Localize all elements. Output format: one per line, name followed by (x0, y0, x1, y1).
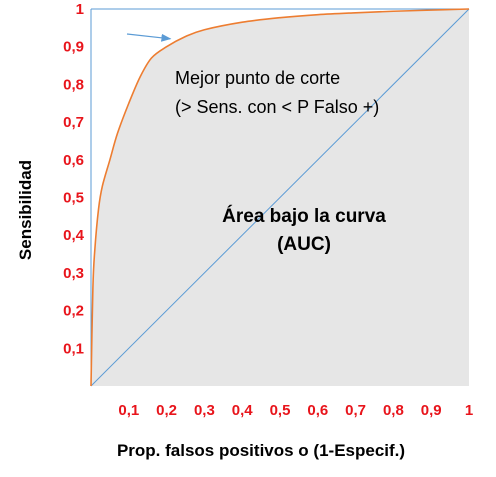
y-tick-label: 0,9 (63, 39, 84, 56)
y-axis-title: Sensibilidad (16, 160, 35, 260)
y-tick-labels: 0,1 0,2 0,3 0,4 0,5 0,6 0,7 0,8 0,9 1 (63, 1, 85, 357)
y-tick-label: 0,4 (63, 227, 85, 244)
x-tick-label: 1 (465, 402, 473, 419)
auc-label-line1: Área bajo la curva (222, 205, 386, 227)
y-tick-label: 0,8 (63, 76, 84, 93)
x-tick-label: 0,3 (194, 402, 215, 419)
x-tick-label: 0,7 (345, 402, 366, 419)
x-tick-label: 0,8 (383, 402, 404, 419)
cutoff-arrow (126, 33, 172, 42)
auc-label-line2: (AUC) (277, 234, 331, 255)
roc-curve (90, 8, 470, 387)
cutoff-annotation-line2: (> Sens. con < P Falso +) (175, 97, 379, 117)
x-tick-label: 0,2 (156, 402, 177, 419)
x-tick-label: 0,5 (270, 402, 291, 419)
x-tick-label: 0,6 (307, 402, 328, 419)
y-tick-label: 1 (76, 1, 84, 18)
diagonal-line (90, 8, 470, 387)
y-tick-label: 0,7 (63, 114, 84, 131)
y-tick-label: 0,3 (63, 265, 84, 282)
y-tick-label: 0,6 (63, 152, 84, 169)
x-tick-label: 0,4 (232, 402, 254, 419)
x-tick-labels: 0,1 0,2 0,3 0,4 0,5 0,6 0,7 0,8 0,9 1 (118, 402, 473, 419)
y-tick-label: 0,2 (63, 303, 84, 320)
cutoff-annotation-line1: Mejor punto de corte (175, 68, 340, 88)
x-tick-label: 0,1 (118, 402, 139, 419)
x-tick-label: 0,9 (421, 402, 442, 419)
y-tick-label: 0,1 (63, 340, 84, 357)
y-tick-label: 0,5 (63, 190, 84, 207)
x-axis-title: Prop. falsos positivos o (1-Especif.) (117, 441, 405, 460)
